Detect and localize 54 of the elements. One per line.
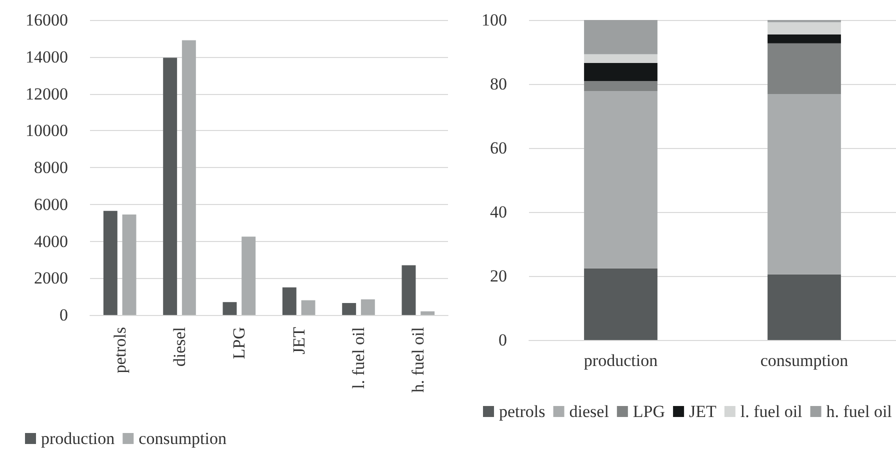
- y-tick-label: 16000: [26, 10, 68, 30]
- y-tick-label: 20: [490, 266, 507, 286]
- bar: [420, 311, 435, 315]
- bar: [182, 40, 196, 315]
- bar: [360, 299, 375, 315]
- legend-label: production: [41, 429, 116, 448]
- y-tick-label: 60: [490, 138, 507, 158]
- bar: [342, 303, 356, 315]
- x-tick-label: consumption: [760, 351, 849, 370]
- x-tick-label: petrols: [110, 327, 130, 374]
- bar: [584, 54, 658, 63]
- y-tick-label: 100: [482, 10, 507, 30]
- y-tick-label: 0: [60, 306, 68, 324]
- x-tick-label: h. fuel oil: [408, 326, 428, 393]
- bar: [163, 58, 178, 315]
- x-tick-label: LPG: [230, 327, 249, 360]
- bar: [301, 300, 316, 315]
- y-tick-label: 4000: [34, 232, 68, 251]
- bar: [584, 81, 658, 92]
- legend-label: JET: [689, 402, 718, 421]
- bar: [768, 43, 841, 94]
- y-tick-label: 6000: [34, 194, 68, 214]
- bar: [584, 268, 658, 340]
- legend-label: LPG: [632, 402, 666, 421]
- bar: [242, 236, 256, 315]
- x-tick-label: JET: [289, 326, 308, 354]
- x-tick-label: production: [584, 351, 658, 370]
- bar: [122, 214, 136, 315]
- y-tick-label: 8000: [34, 158, 68, 177]
- bar: [768, 274, 841, 340]
- bar: [222, 302, 237, 315]
- legend-label: l. fuel oil: [740, 402, 803, 421]
- bar: [768, 22, 841, 34]
- y-tick-label: 12000: [26, 84, 68, 104]
- bar: [584, 91, 658, 268]
- legend-label: h. fuel oil: [826, 402, 892, 421]
- bar: [768, 94, 841, 274]
- legend-label: diesel: [569, 402, 610, 421]
- y-tick-label: 2000: [34, 268, 68, 288]
- x-tick-label: diesel: [170, 326, 189, 367]
- bar: [584, 20, 658, 54]
- legend-label: petrols: [499, 402, 546, 421]
- y-tick-label: 80: [490, 74, 507, 94]
- y-tick-label: 40: [490, 202, 507, 222]
- bar: [282, 287, 296, 315]
- y-tick-label: 10000: [26, 121, 68, 140]
- y-tick-label: 0: [498, 330, 507, 350]
- bar: [402, 265, 416, 315]
- legend-label: consumption: [138, 429, 227, 448]
- bar: [768, 34, 841, 44]
- y-tick-label: 14000: [26, 47, 68, 66]
- bar: [103, 210, 118, 315]
- x-tick-label: l. fuel oil: [349, 326, 368, 389]
- bar: [584, 62, 658, 82]
